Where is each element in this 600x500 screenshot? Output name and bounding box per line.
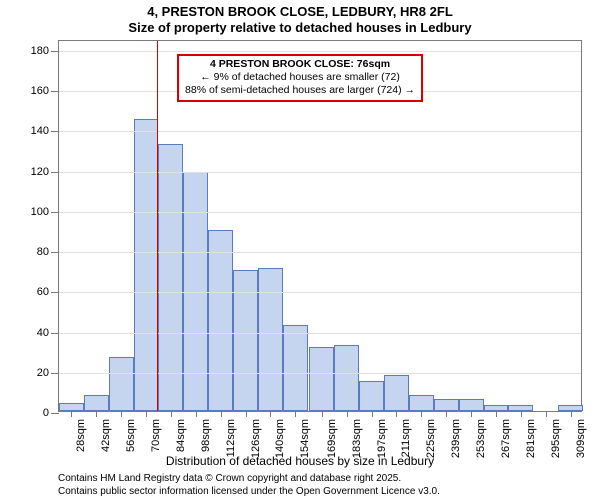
y-tick-label: 120 [31,166,49,178]
x-tick [322,411,323,417]
x-tick [121,411,122,417]
histogram-bar [208,230,233,411]
histogram-bar [434,399,459,411]
y-tick [51,373,59,374]
x-tick [171,411,172,417]
annotation-title: 4 PRESTON BROOK CLOSE: 76sqm [185,58,415,71]
y-tick [51,51,59,52]
x-tick [347,411,348,417]
histogram-bar [334,345,359,411]
histogram-bar [309,347,334,411]
y-tick [51,252,59,253]
x-tick [196,411,197,417]
x-tick-label: 84sqm [175,419,187,452]
histogram-bar [384,375,409,411]
x-tick-label: 211sqm [400,419,412,457]
x-tick [146,411,147,417]
x-tick-label: 126sqm [250,419,262,458]
y-tick-label: 60 [37,286,49,298]
gridline-h [59,373,581,374]
x-tick [221,411,222,417]
x-tick [96,411,97,417]
histogram-bar [459,399,484,411]
x-tick [246,411,247,417]
y-tick [51,333,59,334]
x-tick-label: 225sqm [425,419,437,458]
chart-title-line1: 4, PRESTON BROOK CLOSE, LEDBURY, HR8 2FL [0,4,600,19]
y-tick [51,172,59,173]
gridline-h [59,131,581,132]
attribution-line1: Contains HM Land Registry data © Crown c… [58,473,440,486]
plot-area: 02040608010012014016018028sqm42sqm56sqm7… [58,40,582,412]
x-tick-label: 56sqm [125,419,137,452]
x-tick-label: 169sqm [326,419,338,458]
x-tick [571,411,572,417]
x-tick-label: 281sqm [525,419,537,458]
y-tick-label: 40 [37,327,49,339]
attribution-line2: Contains public sector information licen… [58,486,440,499]
y-tick-label: 0 [43,407,49,419]
x-tick-label: 70sqm [150,419,162,452]
y-tick [51,413,59,414]
marker-line [157,41,158,411]
histogram-bar [283,325,308,411]
y-tick-label: 80 [37,246,49,258]
chart-title-line2: Size of property relative to detached ho… [0,20,600,35]
gridline-h [59,292,581,293]
x-tick-label: 267sqm [500,419,512,458]
histogram-bar [158,144,183,411]
x-tick [496,411,497,417]
y-tick-label: 100 [31,206,49,218]
gridline-h [59,212,581,213]
y-tick [51,131,59,132]
histogram-bar [359,381,384,411]
x-tick [270,411,271,417]
x-tick-label: 154sqm [299,419,311,458]
histogram-bar [84,395,109,411]
gridline-h [59,51,581,52]
annotation-line2: ← 9% of detached houses are smaller (72) [185,71,415,84]
y-tick [51,292,59,293]
annotation-box: 4 PRESTON BROOK CLOSE: 76sqm← 9% of deta… [177,54,423,102]
y-tick [51,212,59,213]
x-tick-label: 140sqm [274,419,286,458]
x-axis-label: Distribution of detached houses by size … [0,454,600,468]
x-tick [421,411,422,417]
x-tick-label: 28sqm [75,419,87,452]
x-tick [71,411,72,417]
annotation-line3: 88% of semi-detached houses are larger (… [185,84,415,97]
histogram-bar [109,357,134,411]
y-tick-label: 20 [37,367,49,379]
gridline-h [59,333,581,334]
x-tick-label: 98sqm [200,419,212,452]
y-tick-label: 180 [31,45,49,57]
histogram-bar [409,395,434,411]
x-tick-label: 42sqm [100,419,112,452]
x-tick-label: 295sqm [550,419,562,458]
x-tick-label: 309sqm [575,419,587,458]
x-tick-label: 197sqm [376,419,388,458]
x-tick [295,411,296,417]
x-tick [546,411,547,417]
x-tick [396,411,397,417]
y-tick [51,91,59,92]
x-tick [471,411,472,417]
histogram-bar [59,403,84,411]
histogram-bar [134,119,159,411]
histogram-bar [258,268,283,411]
x-tick-label: 253sqm [475,419,487,458]
x-tick [521,411,522,417]
gridline-h [59,252,581,253]
y-tick-label: 140 [31,125,49,137]
x-tick [446,411,447,417]
gridline-h [59,172,581,173]
y-tick-label: 160 [31,85,49,97]
x-tick-label: 239sqm [450,419,462,458]
attribution-text: Contains HM Land Registry data © Crown c… [58,473,440,498]
x-tick-label: 183sqm [351,419,363,458]
x-tick-label: 112sqm [225,419,237,457]
x-tick [372,411,373,417]
